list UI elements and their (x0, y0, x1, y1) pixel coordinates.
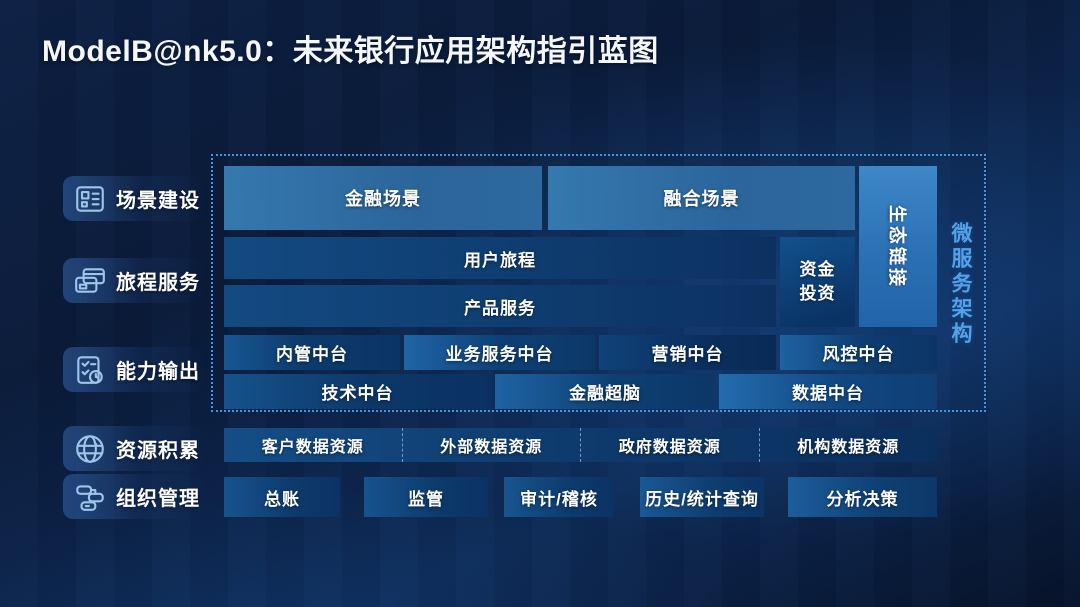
sidebar-item-organization-management: 组织管理 (63, 474, 203, 519)
block-general-ledger: 总账 (224, 477, 340, 517)
block-analysis-decision: 分析决策 (788, 477, 937, 517)
sidebar-item-label: 旅程服务 (116, 272, 200, 294)
block-history-statistics-query: 历史/统计查询 (640, 477, 764, 517)
data-resource-customer: 客户数据资源 (261, 439, 364, 456)
sidebar-item-scene-building: 场景建设 (63, 176, 203, 221)
sidebar-item-label: 资源积累 (116, 440, 200, 462)
block-supervision: 监管 (364, 477, 488, 517)
block-risk-control-platform: 风控中台 (780, 335, 937, 370)
data-resource-government: 政府数据资源 (580, 428, 759, 462)
block-user-journey: 用户旅程 (224, 237, 776, 279)
cards-icon (73, 264, 107, 298)
block-internal-mgmt-platform: 内管中台 (224, 335, 400, 370)
page-title: ModelB@nk5.0：未来银行应用架构指引蓝图 (42, 35, 659, 68)
sidebar-item-resource-accumulation: 资源积累 (63, 426, 203, 471)
layout-icon (73, 182, 107, 216)
fund-investment-label: 资金投资 (799, 260, 836, 303)
block-technology-platform: 技术中台 (224, 374, 491, 409)
block-audit: 审计/稽核 (504, 477, 614, 517)
data-resource-external: 外部数据资源 (401, 428, 581, 462)
sidebar-item-journey-service: 旅程服务 (63, 258, 203, 303)
globe-icon (73, 432, 107, 466)
eco-link-label: 生态链接 (887, 204, 907, 289)
block-financial-brain: 金融超脑 (495, 374, 715, 409)
block-product-service: 产品服务 (224, 285, 776, 327)
block-fund-investment: 资金投资 (780, 237, 855, 327)
sidebar-item-label: 能力输出 (116, 361, 200, 383)
block-data-platform: 数据中台 (719, 374, 937, 409)
sidebar-item-capability-output: 能力输出 (63, 347, 203, 392)
block-business-service-platform: 业务服务中台 (404, 335, 595, 370)
architecture-dashed-frame (211, 154, 986, 412)
block-marketing-platform: 营销中台 (599, 335, 776, 370)
sidebar-item-label: 场景建设 (116, 190, 200, 212)
block-eco-link: 生态链接 (859, 166, 937, 327)
data-resource-institution: 机构数据资源 (758, 428, 938, 462)
block-financial-scene: 金融场景 (224, 166, 542, 230)
sidebar-item-label: 组织管理 (116, 488, 200, 510)
data-resources-bar: 客户数据资源 外部数据资源 政府数据资源 机构数据资源 (224, 428, 937, 462)
checklist-clock-icon (73, 353, 107, 387)
microservice-architecture-label: 微服务架构 (949, 222, 972, 347)
block-integrated-scene: 融合场景 (548, 166, 855, 230)
org-chart-icon (73, 480, 107, 514)
